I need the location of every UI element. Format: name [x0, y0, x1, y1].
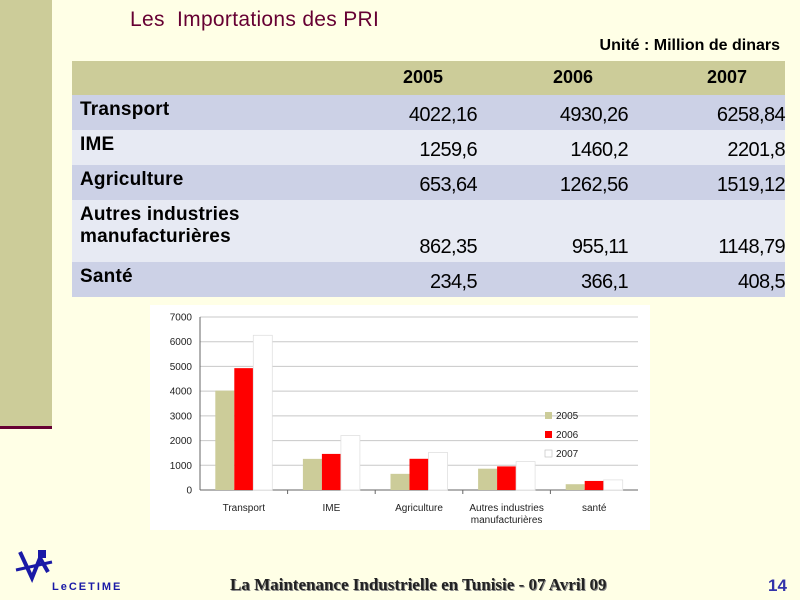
cell-value: 1460,2: [570, 139, 628, 161]
y-tick-label: 3000: [170, 411, 193, 422]
table-row: IME 1259,6 1460,2 2201,8: [72, 130, 786, 165]
cell-value: 234,5: [429, 271, 478, 293]
sidebar-divider: [0, 426, 52, 429]
bar-2006: [497, 466, 517, 490]
row-label: Agriculture: [80, 169, 184, 190]
logo-text: LeCETIME: [52, 581, 123, 593]
bar-2005: [302, 458, 322, 490]
bar-2005: [390, 473, 410, 490]
row-label: Santé: [80, 266, 133, 287]
table-row: Agriculture 653,64 1262,56 1519,12: [72, 165, 786, 200]
cell-value: 1148,79: [718, 236, 785, 258]
cell-value: 2201,8: [727, 139, 785, 161]
row-label: IME: [80, 134, 115, 155]
y-tick-label: 5000: [170, 362, 193, 373]
imports-bar-chart: 0 1000 2000 3000 4000 5000 6000 7000 Transport IM…: [150, 305, 650, 530]
table-row: Santé 234,5 366,1 408,5: [72, 262, 786, 297]
legend-swatch: [545, 412, 552, 419]
legend-label: 2005: [556, 411, 579, 422]
cell-value: 366,1: [580, 271, 629, 293]
cell-value: 1262,56: [559, 174, 629, 196]
cell-value: 653,64: [419, 174, 477, 196]
x-tick-label: santé: [582, 503, 607, 514]
bar-2007: [428, 452, 448, 491]
table-row: Autres industries manufacturières 862,35 …: [72, 200, 786, 262]
footer-title: La Maintenance Industrielle en Tunisie -…: [230, 575, 607, 594]
unit-label: Unité : Million de dinars: [599, 37, 780, 54]
cetime-logo-icon: [15, 550, 53, 584]
x-tick-label: IME: [323, 503, 341, 514]
year-header-2007: 2007: [706, 67, 747, 87]
bar-2007: [252, 334, 273, 491]
bar-2007: [340, 435, 361, 491]
cell-value: 4022,16: [408, 104, 478, 126]
table-header-row: 2005 2006 2007: [72, 61, 785, 95]
cell-value: 1519,12: [716, 174, 786, 196]
bar-2006: [321, 453, 341, 490]
y-tick-label: 6000: [170, 337, 193, 348]
bar-2005: [478, 468, 498, 490]
row-label-line: Autres industries: [80, 204, 240, 225]
y-tick-label: 0: [186, 486, 192, 497]
bar-2006: [584, 480, 604, 490]
legend-swatch: [545, 431, 552, 438]
bar-2006: [409, 458, 429, 490]
year-header-2005: 2005: [402, 67, 443, 87]
y-tick-label: 4000: [170, 387, 193, 398]
cell-value: 6258,84: [716, 104, 786, 126]
row-label-line: manufacturières: [80, 226, 231, 247]
row-label: Transport: [80, 99, 170, 120]
bar-2005: [215, 390, 235, 490]
cell-value: 955,11: [571, 236, 629, 258]
page-title: Les Importations des PRI: [130, 8, 380, 31]
x-tick-label: Transport: [223, 503, 266, 514]
y-tick-label: 2000: [170, 436, 193, 447]
legend-label: 2006: [556, 430, 579, 441]
chart-canvas: 0 1000 2000 3000 4000 5000 6000 7000 Transport IM…: [170, 313, 638, 526]
row-label: Autres industries manufacturières: [80, 204, 240, 248]
y-tick-label: 7000: [170, 313, 193, 324]
legend-swatch: [544, 449, 553, 458]
x-tick-label: manufacturières: [471, 515, 543, 526]
bar-2007: [515, 461, 536, 491]
legend-label: 2007: [556, 449, 579, 460]
year-header-2006: 2006: [552, 67, 593, 87]
bar-2005: [565, 484, 585, 490]
y-tick-label: 1000: [170, 461, 193, 472]
table-row: Transport 4022,16 4930,26 6258,84: [72, 95, 786, 130]
cell-value: 4930,26: [559, 104, 629, 126]
cell-value: 408,5: [737, 271, 786, 293]
cell-value: 862,35: [419, 236, 477, 258]
x-tick-label: Agriculture: [395, 503, 443, 514]
imports-table: 2005 2006 2007 Transport 4022,16 4930,26…: [72, 61, 786, 297]
cell-value: 1259,6: [419, 139, 477, 161]
bar-2007: [603, 479, 624, 491]
page-number: 14: [768, 576, 787, 595]
sidebar-accent: [0, 0, 52, 426]
x-tick-label: Autres industries: [469, 503, 543, 514]
bar-2006: [234, 368, 254, 490]
